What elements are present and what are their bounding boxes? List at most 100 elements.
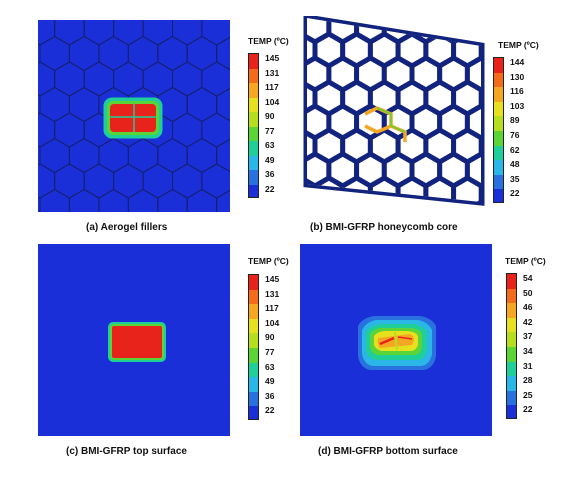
hexagon-cell: [326, 199, 360, 202]
legend-title-a: TEMP (ºC): [248, 36, 289, 46]
hexagon-cell: [354, 199, 387, 202]
top-hot-zone: [112, 326, 162, 358]
hexagon-cell: [409, 199, 443, 202]
hexagon-cell: [307, 199, 332, 202]
color-swatch: [507, 346, 516, 362]
hexagon-cell: [68, 188, 100, 212]
legend-tick-label: 63: [265, 140, 275, 150]
legend-tick-label: 63: [265, 361, 275, 372]
hexagon-cell: [451, 18, 481, 21]
legend-tick-label: 42: [523, 316, 533, 327]
color-swatch: [494, 58, 503, 73]
hexagon-cell: [39, 188, 70, 212]
hexagon-cell: [367, 18, 401, 21]
color-swatch: [494, 189, 503, 202]
hexagon-cell: [381, 199, 415, 202]
color-swatch: [494, 72, 503, 88]
top-surface-plot: [38, 244, 230, 436]
color-swatch: [249, 97, 258, 112]
legend-tick-label: 62: [510, 144, 520, 155]
hot-zone: [110, 104, 156, 132]
hexagon-cell: [451, 175, 481, 202]
legend-tick-label: 77: [265, 125, 275, 136]
legend-tick-label: 89: [510, 115, 520, 126]
legend-title-d: TEMP (ºC): [505, 256, 546, 266]
color-swatch: [249, 68, 258, 83]
bottom-surface-plot: [300, 244, 492, 436]
hexagon-cell: [478, 18, 481, 21]
color-swatch: [249, 406, 258, 419]
legend-tick-label: 22: [510, 188, 520, 199]
hexagon-grid: [38, 20, 230, 212]
hexagon-cell: [340, 18, 373, 21]
legend-tick-label: 22: [265, 183, 275, 194]
color-swatch: [494, 174, 503, 190]
legend-title-b: TEMP (ºC): [498, 40, 539, 50]
hot-streak: [379, 336, 395, 346]
legend-tick-label: 145: [265, 53, 280, 63]
legend-tick-label: 36: [265, 169, 275, 179]
hexagon-cell: [157, 188, 188, 212]
legend-tick-label: 131: [265, 288, 280, 299]
heated-cell-walls-core: [376, 107, 406, 133]
color-swatch: [507, 405, 516, 418]
color-swatch: [249, 304, 258, 319]
color-swatch: [249, 275, 258, 290]
legend-tick-label: 117: [265, 303, 279, 314]
color-swatch: [249, 141, 258, 156]
aerogel-fillers-plot: [38, 20, 230, 212]
legend-tick-label: 104: [265, 317, 280, 328]
legend-tick-label: 117: [265, 82, 279, 92]
color-scale-d: [506, 273, 517, 419]
legend-tick-label: 31: [523, 360, 533, 371]
hexagon-cell: [98, 188, 129, 212]
color-swatch: [249, 347, 258, 363]
color-swatch: [249, 362, 258, 378]
color-swatch: [507, 376, 516, 391]
honeycomb-core-plot: [295, 16, 485, 216]
legend-tick-label: 49: [265, 376, 275, 387]
caption-b: (b) BMI-GFRP honeycomb core: [310, 222, 458, 233]
color-swatch: [507, 361, 516, 377]
hexagon-cell: [395, 18, 429, 21]
legend-tick-label: 22: [265, 405, 275, 416]
hexagon-cell: [423, 175, 457, 202]
hexagon-cell: [437, 199, 470, 202]
caption-a: (a) Aerogel fillers: [86, 222, 168, 233]
color-swatch: [249, 170, 258, 185]
color-swatch: [249, 112, 258, 127]
legend-tick-label: 22: [523, 404, 533, 415]
color-swatch: [249, 83, 258, 98]
color-scale-b: [493, 57, 504, 203]
hexagon-cell: [423, 18, 457, 21]
color-swatch: [249, 54, 258, 69]
hexagon-cell: [295, 202, 301, 216]
legend-tick-label: 35: [510, 173, 520, 184]
hexagon-cell: [295, 16, 301, 42]
hexagon-cell: [295, 154, 301, 186]
color-swatch: [249, 289, 258, 305]
color-swatch: [249, 377, 258, 392]
hexagon-cell: [186, 188, 218, 212]
hexagon-cell: [312, 175, 346, 202]
color-swatch: [494, 87, 503, 102]
color-swatch: [249, 333, 258, 348]
legend-tick-label: 36: [265, 390, 275, 401]
honeycomb-cells: [295, 16, 481, 216]
hexagon-cell: [395, 175, 429, 202]
contour-gap: [394, 331, 398, 351]
legend-tick-label: 104: [265, 96, 280, 107]
color-swatch: [507, 317, 516, 333]
color-swatch: [249, 126, 258, 141]
legend-tick-label: 46: [523, 302, 533, 313]
hexagon-cell: [295, 58, 301, 90]
legend-tick-label: 34: [523, 346, 533, 356]
color-scale-c: [248, 274, 259, 420]
color-swatch: [507, 390, 516, 406]
legend-title-c: TEMP (ºC): [248, 256, 289, 266]
color-swatch: [507, 274, 516, 289]
hot-zone-cell-wall: [110, 104, 156, 132]
legend-tick-label: 90: [265, 111, 275, 121]
legend-tick-label: 25: [523, 389, 533, 400]
legend-tick-label: 50: [523, 287, 533, 298]
